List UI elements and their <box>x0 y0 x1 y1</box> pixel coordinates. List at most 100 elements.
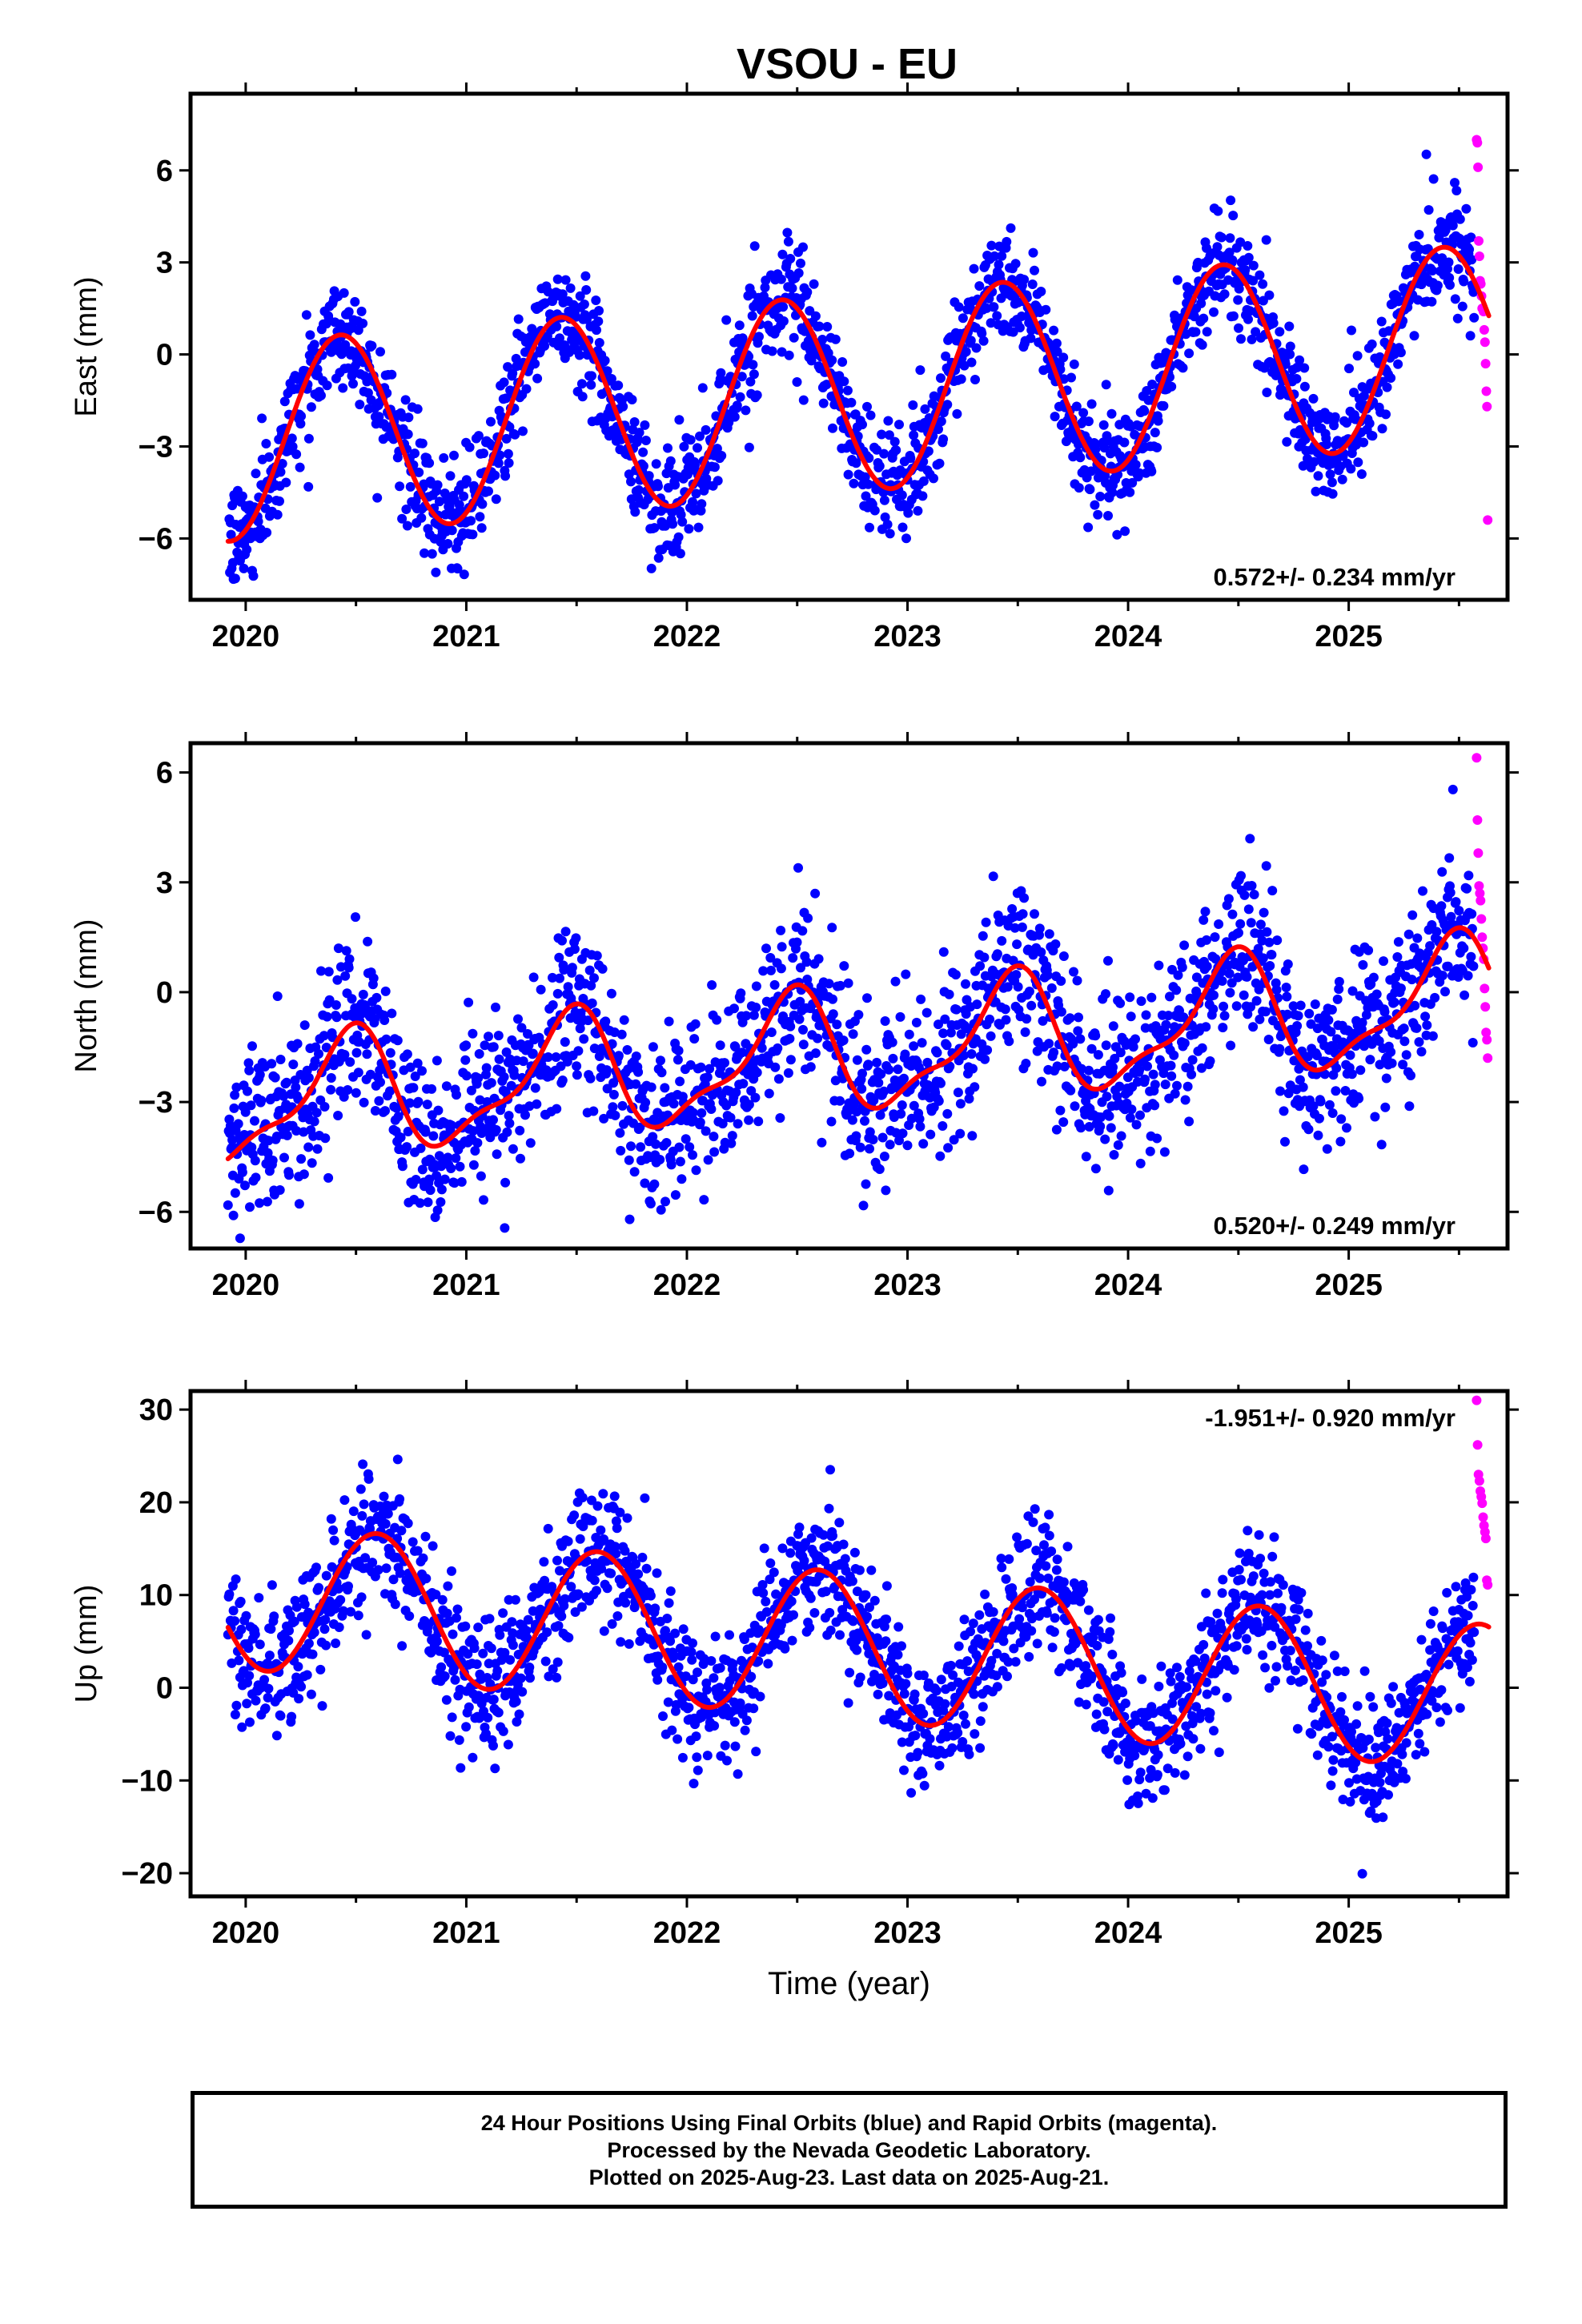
final-orbit-point <box>224 1589 235 1599</box>
final-orbit-point <box>895 1011 905 1022</box>
final-orbit-point <box>832 1019 842 1030</box>
final-orbit-point <box>640 420 650 430</box>
final-orbit-point <box>1083 1065 1094 1076</box>
final-orbit-point <box>954 302 964 312</box>
final-orbit-point <box>763 1659 773 1669</box>
final-orbit-point <box>966 357 977 368</box>
final-orbit-point <box>888 1053 898 1063</box>
final-orbit-point <box>466 516 476 526</box>
final-orbit-point <box>1217 976 1227 986</box>
final-orbit-point <box>483 1712 493 1723</box>
final-orbit-point <box>645 1590 656 1601</box>
final-orbit-point <box>792 937 802 947</box>
final-orbit-point <box>1037 1076 1046 1087</box>
final-orbit-point <box>759 1543 769 1554</box>
final-orbit-point <box>978 931 988 941</box>
final-orbit-point <box>589 1575 600 1586</box>
final-orbit-point <box>492 1149 502 1160</box>
final-orbit-point <box>365 1069 375 1080</box>
rapid-orbit-point <box>1482 1035 1492 1045</box>
final-orbit-point <box>874 1164 885 1174</box>
final-orbit-point <box>865 1144 874 1154</box>
final-orbit-point <box>1136 996 1146 1007</box>
final-orbit-point <box>749 1703 759 1714</box>
final-orbit-point <box>231 1574 241 1584</box>
final-orbit-point <box>1344 364 1354 374</box>
rapid-orbit-point <box>1480 359 1491 369</box>
final-orbit-point <box>622 1045 632 1055</box>
final-orbit-point <box>1171 985 1182 995</box>
final-orbit-point <box>600 356 610 366</box>
final-orbit-point <box>348 1506 359 1517</box>
final-orbit-point <box>864 453 874 463</box>
final-orbit-point <box>563 1536 573 1546</box>
final-orbit-point <box>785 1055 796 1065</box>
final-orbit-point <box>884 1064 894 1075</box>
final-orbit-point <box>422 1100 432 1110</box>
final-orbit-point <box>275 1711 286 1721</box>
final-orbit-point <box>793 862 803 873</box>
final-orbit-point <box>865 522 874 533</box>
final-orbit-point <box>792 377 802 387</box>
final-orbit-point <box>358 318 368 328</box>
final-orbit-point <box>476 523 487 533</box>
final-orbit-point <box>287 441 298 452</box>
final-orbit-point <box>1303 1124 1314 1135</box>
final-orbit-point <box>653 481 663 492</box>
final-orbit-point <box>1125 992 1135 1003</box>
x-tick-label: 2025 <box>1315 620 1383 653</box>
final-orbit-point <box>1058 951 1069 961</box>
final-orbit-point <box>789 332 799 343</box>
final-orbit-point <box>1147 380 1158 389</box>
final-orbit-point <box>1191 327 1201 337</box>
final-orbit-point <box>733 1119 743 1129</box>
final-orbit-point <box>1182 1081 1193 1092</box>
final-orbit-point <box>405 1062 416 1072</box>
final-orbit-point <box>1150 1080 1160 1090</box>
final-orbit-point <box>1427 266 1438 275</box>
final-orbit-point <box>434 497 444 507</box>
final-orbit-point <box>981 917 991 927</box>
final-orbit-point <box>1119 437 1130 448</box>
final-orbit-point <box>592 951 602 961</box>
final-orbit-point <box>440 1174 450 1184</box>
final-orbit-point <box>380 1106 390 1116</box>
final-orbit-point <box>272 509 283 520</box>
final-orbit-point <box>275 467 286 477</box>
final-orbit-point <box>1184 1116 1195 1127</box>
final-orbit-point <box>646 563 656 573</box>
final-orbit-point <box>830 334 841 344</box>
final-orbit-point <box>331 1000 341 1010</box>
final-orbit-point <box>1322 1144 1332 1154</box>
y-axis-label: North (mm) <box>70 919 103 1072</box>
final-orbit-point <box>1011 970 1022 980</box>
final-orbit-point <box>466 1085 476 1096</box>
final-orbit-point <box>473 1622 484 1633</box>
final-orbit-point <box>420 548 429 558</box>
final-orbit-point <box>1030 265 1039 275</box>
final-orbit-point <box>524 1663 535 1672</box>
final-orbit-point <box>351 912 360 923</box>
final-orbit-point <box>1058 352 1069 363</box>
final-orbit-point <box>1018 909 1028 919</box>
final-orbit-point <box>810 311 821 321</box>
final-orbit-point <box>616 1145 626 1156</box>
final-orbit-point <box>869 505 880 516</box>
final-orbit-point <box>573 1046 584 1056</box>
final-orbit-point <box>980 1054 990 1064</box>
final-orbit-point <box>753 1116 764 1127</box>
final-orbit-point <box>540 341 550 351</box>
final-orbit-point <box>270 1072 280 1083</box>
final-orbit-point <box>1224 247 1235 258</box>
final-orbit-point <box>264 452 275 462</box>
final-orbit-point <box>598 1489 608 1499</box>
final-orbit-point <box>363 1474 374 1484</box>
final-orbit-point <box>491 494 501 505</box>
final-orbit-point <box>478 1648 488 1659</box>
final-orbit-point <box>734 320 745 331</box>
final-orbit-point <box>460 1055 471 1065</box>
x-tick-label: 2023 <box>873 620 942 653</box>
final-orbit-point <box>477 499 488 509</box>
rapid-orbit-point <box>1472 815 1483 825</box>
final-orbit-point <box>569 944 580 955</box>
